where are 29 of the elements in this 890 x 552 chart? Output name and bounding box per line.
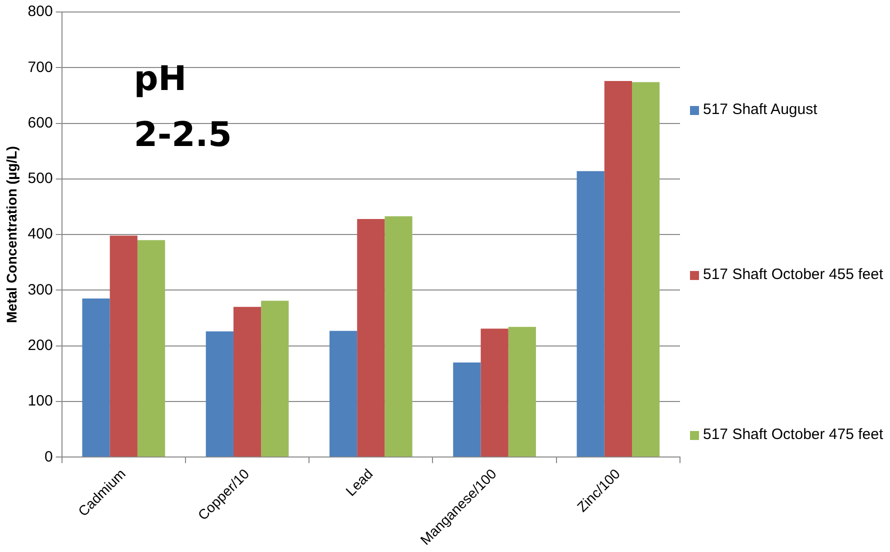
- bar: [576, 171, 604, 457]
- y-tick-label: 100: [28, 392, 53, 410]
- bar: [508, 326, 536, 457]
- bar: [480, 328, 508, 457]
- bar: [453, 362, 481, 457]
- bar: [329, 330, 358, 457]
- y-tick-label: 500: [28, 170, 53, 188]
- bar: [357, 218, 385, 457]
- y-tick-label: 200: [28, 336, 53, 354]
- bar: [604, 80, 632, 457]
- y-tick-label: 0: [44, 448, 53, 466]
- annotation: pH 2-2.5: [134, 59, 232, 155]
- bar: [632, 82, 660, 457]
- y-tick-label: 800: [28, 3, 53, 20]
- y-tick-label: 400: [28, 226, 53, 243]
- bar: [137, 240, 166, 457]
- bar: [110, 236, 138, 457]
- legend-label: 517 Shaft October 475 feet: [703, 425, 884, 445]
- bar: [82, 298, 110, 457]
- y-tick-label: 300: [28, 281, 53, 298]
- bar: [206, 331, 234, 457]
- bar: [233, 306, 262, 457]
- bar: [384, 216, 412, 457]
- y-axis-title: Metal Concentration (µg/L): [3, 146, 20, 323]
- bar: [261, 300, 289, 457]
- legend-label: 517 Shaft August: [703, 100, 818, 120]
- y-tick-label: 700: [28, 58, 53, 76]
- legend-label: 517 Shaft October 455 feet: [703, 265, 884, 285]
- y-tick-label: 600: [28, 114, 53, 132]
